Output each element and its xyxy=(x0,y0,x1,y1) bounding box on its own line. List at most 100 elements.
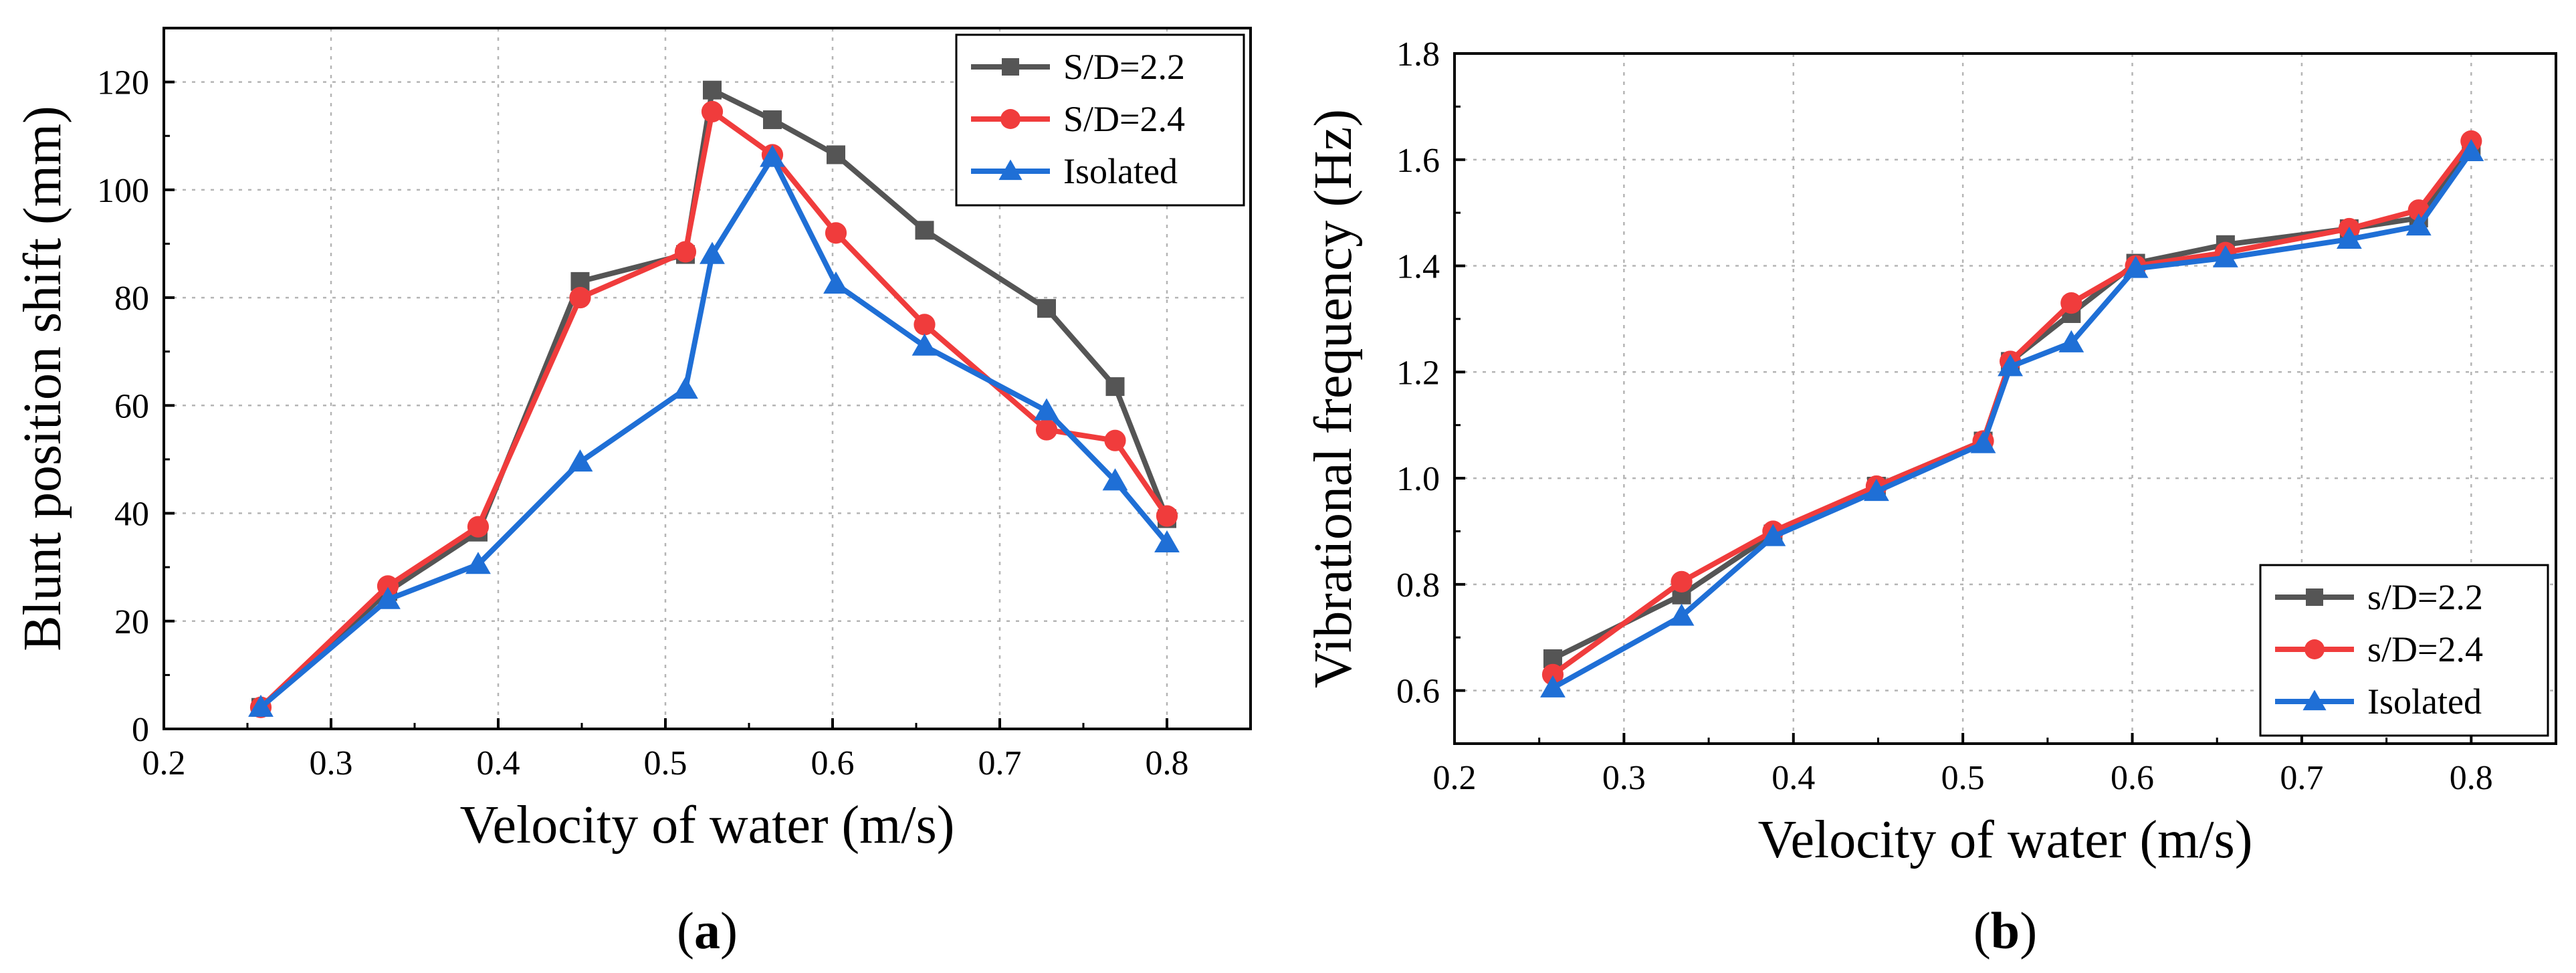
data-point xyxy=(1154,530,1180,553)
series-line xyxy=(259,87,1170,710)
data-point xyxy=(1541,663,1564,685)
data-point xyxy=(1037,299,1056,318)
data-point xyxy=(1864,479,1889,502)
legend: S/D=2.2 S/D=2.4 Isolated xyxy=(955,33,1245,207)
data-point xyxy=(823,272,849,294)
legend-item: S/D=2.2 xyxy=(971,47,1185,87)
axis-ticks: 0.2 0.3 0.4 0.5 0.6 0.7 0.8 0.6 0.8 1.0 1.2 1.4 1.6 1… xyxy=(1396,35,2557,797)
legend-label: Isolated xyxy=(2367,681,2482,722)
legend-label: s/D=2.4 xyxy=(2367,629,2483,669)
data-point xyxy=(827,145,845,165)
panel-label-close: ) xyxy=(2020,901,2037,960)
data-point xyxy=(1998,354,2024,376)
panel-label-letter: b xyxy=(1991,901,2020,960)
y-tick-label: 1.4 xyxy=(1396,248,1440,286)
data-point xyxy=(467,516,490,538)
data-point xyxy=(465,552,491,574)
legend-item: s/D=2.2 xyxy=(2275,577,2483,617)
x-tick-label: 0.7 xyxy=(978,744,1022,782)
legend-label: s/D=2.2 xyxy=(2367,577,2483,617)
series-line xyxy=(1551,139,2474,677)
legend-item: s/D=2.4 xyxy=(2275,629,2483,669)
panel-label-close: ) xyxy=(720,901,738,960)
data-point xyxy=(914,314,936,336)
plot-frame xyxy=(1453,52,2557,745)
data-point xyxy=(375,586,401,609)
data-point xyxy=(248,694,274,717)
legend-marker xyxy=(2306,588,2323,606)
legend-marker xyxy=(2304,639,2325,659)
panel-label: (a) xyxy=(677,901,738,960)
y-tick-label: 80 xyxy=(114,280,149,318)
data-point xyxy=(673,376,698,399)
data-point xyxy=(2058,330,2084,352)
data-point xyxy=(760,144,785,167)
x-tick-label: 0.4 xyxy=(1772,759,1815,797)
x-tick-label: 0.5 xyxy=(1941,759,1985,797)
plot-frame xyxy=(163,27,1252,730)
data-point xyxy=(567,449,593,472)
x-tick-label: 0.3 xyxy=(310,744,353,782)
legend-label: S/D=2.2 xyxy=(1063,47,1185,87)
x-tick-label: 0.8 xyxy=(1146,744,1189,782)
panel-label-letter: a xyxy=(694,901,720,960)
y-tick-label: 120 xyxy=(97,64,149,102)
y-axis-title: Vibrational frequency (Hz) xyxy=(1304,109,1363,688)
x-tick-label: 0.7 xyxy=(2280,759,2323,797)
y-tick-label: 0 xyxy=(132,711,149,749)
panel-b-chart: 0.2 0.3 0.4 0.5 0.6 0.7 0.8 0.6 0.8 1.0 1.2 1.4 1.6 1… xyxy=(1304,35,2557,960)
data-point xyxy=(1105,377,1125,397)
data-point xyxy=(1104,429,1126,451)
x-axis-title: Velocity of water (m/s) xyxy=(1758,810,2253,869)
legend-marker xyxy=(1002,58,1019,76)
data-point xyxy=(825,222,847,244)
y-axis-title: Blunt position shift (mm) xyxy=(13,106,72,651)
data-point xyxy=(1671,570,1693,592)
series-line xyxy=(259,108,1170,710)
data-point xyxy=(700,241,725,264)
y-tick-label: 1.6 xyxy=(1396,142,1440,180)
series-line xyxy=(1551,150,2474,691)
data-point xyxy=(1102,468,1128,491)
data-point xyxy=(911,333,938,356)
panel-label-open: ( xyxy=(677,901,694,960)
y-tick-label: 40 xyxy=(114,496,149,534)
y-tick-label: 100 xyxy=(97,172,149,210)
legend-item: Isolated xyxy=(2275,681,2482,722)
series-3 xyxy=(1540,138,2484,697)
data-point xyxy=(1035,419,1058,441)
x-tick-label: 0.6 xyxy=(811,744,855,782)
x-tick-label: 0.3 xyxy=(1602,759,1646,797)
y-tick-label: 1.2 xyxy=(1396,354,1440,392)
y-tick-label: 0.6 xyxy=(1396,673,1440,711)
y-tick-label: 20 xyxy=(114,603,149,641)
legend-marker xyxy=(1000,109,1021,129)
legend-item: Isolated xyxy=(971,151,1178,191)
legend-item: S/D=2.4 xyxy=(971,99,1185,139)
x-tick-label: 0.4 xyxy=(477,744,520,782)
data-point xyxy=(703,80,722,100)
series-3 xyxy=(248,144,1180,717)
panel-a-chart: 0.2 0.3 0.4 0.5 0.6 0.7 0.8 0 20 40 60 80 100 120 Velo… xyxy=(13,27,1252,960)
y-tick-label: 0.8 xyxy=(1396,566,1440,605)
data-point xyxy=(569,286,591,309)
data-point xyxy=(1540,675,1566,697)
x-tick-label: 0.2 xyxy=(1433,759,1477,797)
legend-marker xyxy=(998,159,1023,181)
legend-label: S/D=2.4 xyxy=(1063,99,1185,139)
data-point xyxy=(2336,226,2362,249)
data-point xyxy=(2123,255,2149,278)
x-axis-title: Velocity of water (m/s) xyxy=(460,796,955,855)
data-point xyxy=(2213,245,2238,267)
legend-marker xyxy=(2302,689,2327,711)
data-point xyxy=(1760,524,1786,546)
x-tick-label: 0.6 xyxy=(2111,759,2154,797)
x-tick-label: 0.8 xyxy=(2450,759,2493,797)
axis-ticks: 0.2 0.3 0.4 0.5 0.6 0.7 0.8 0 20 40 60 80 100 120 xyxy=(97,64,1252,782)
data-point xyxy=(1970,431,1996,453)
series-line xyxy=(259,154,1170,710)
data-point xyxy=(2458,138,2484,162)
x-tick-label: 0.2 xyxy=(142,744,186,782)
data-point xyxy=(1034,398,1059,421)
